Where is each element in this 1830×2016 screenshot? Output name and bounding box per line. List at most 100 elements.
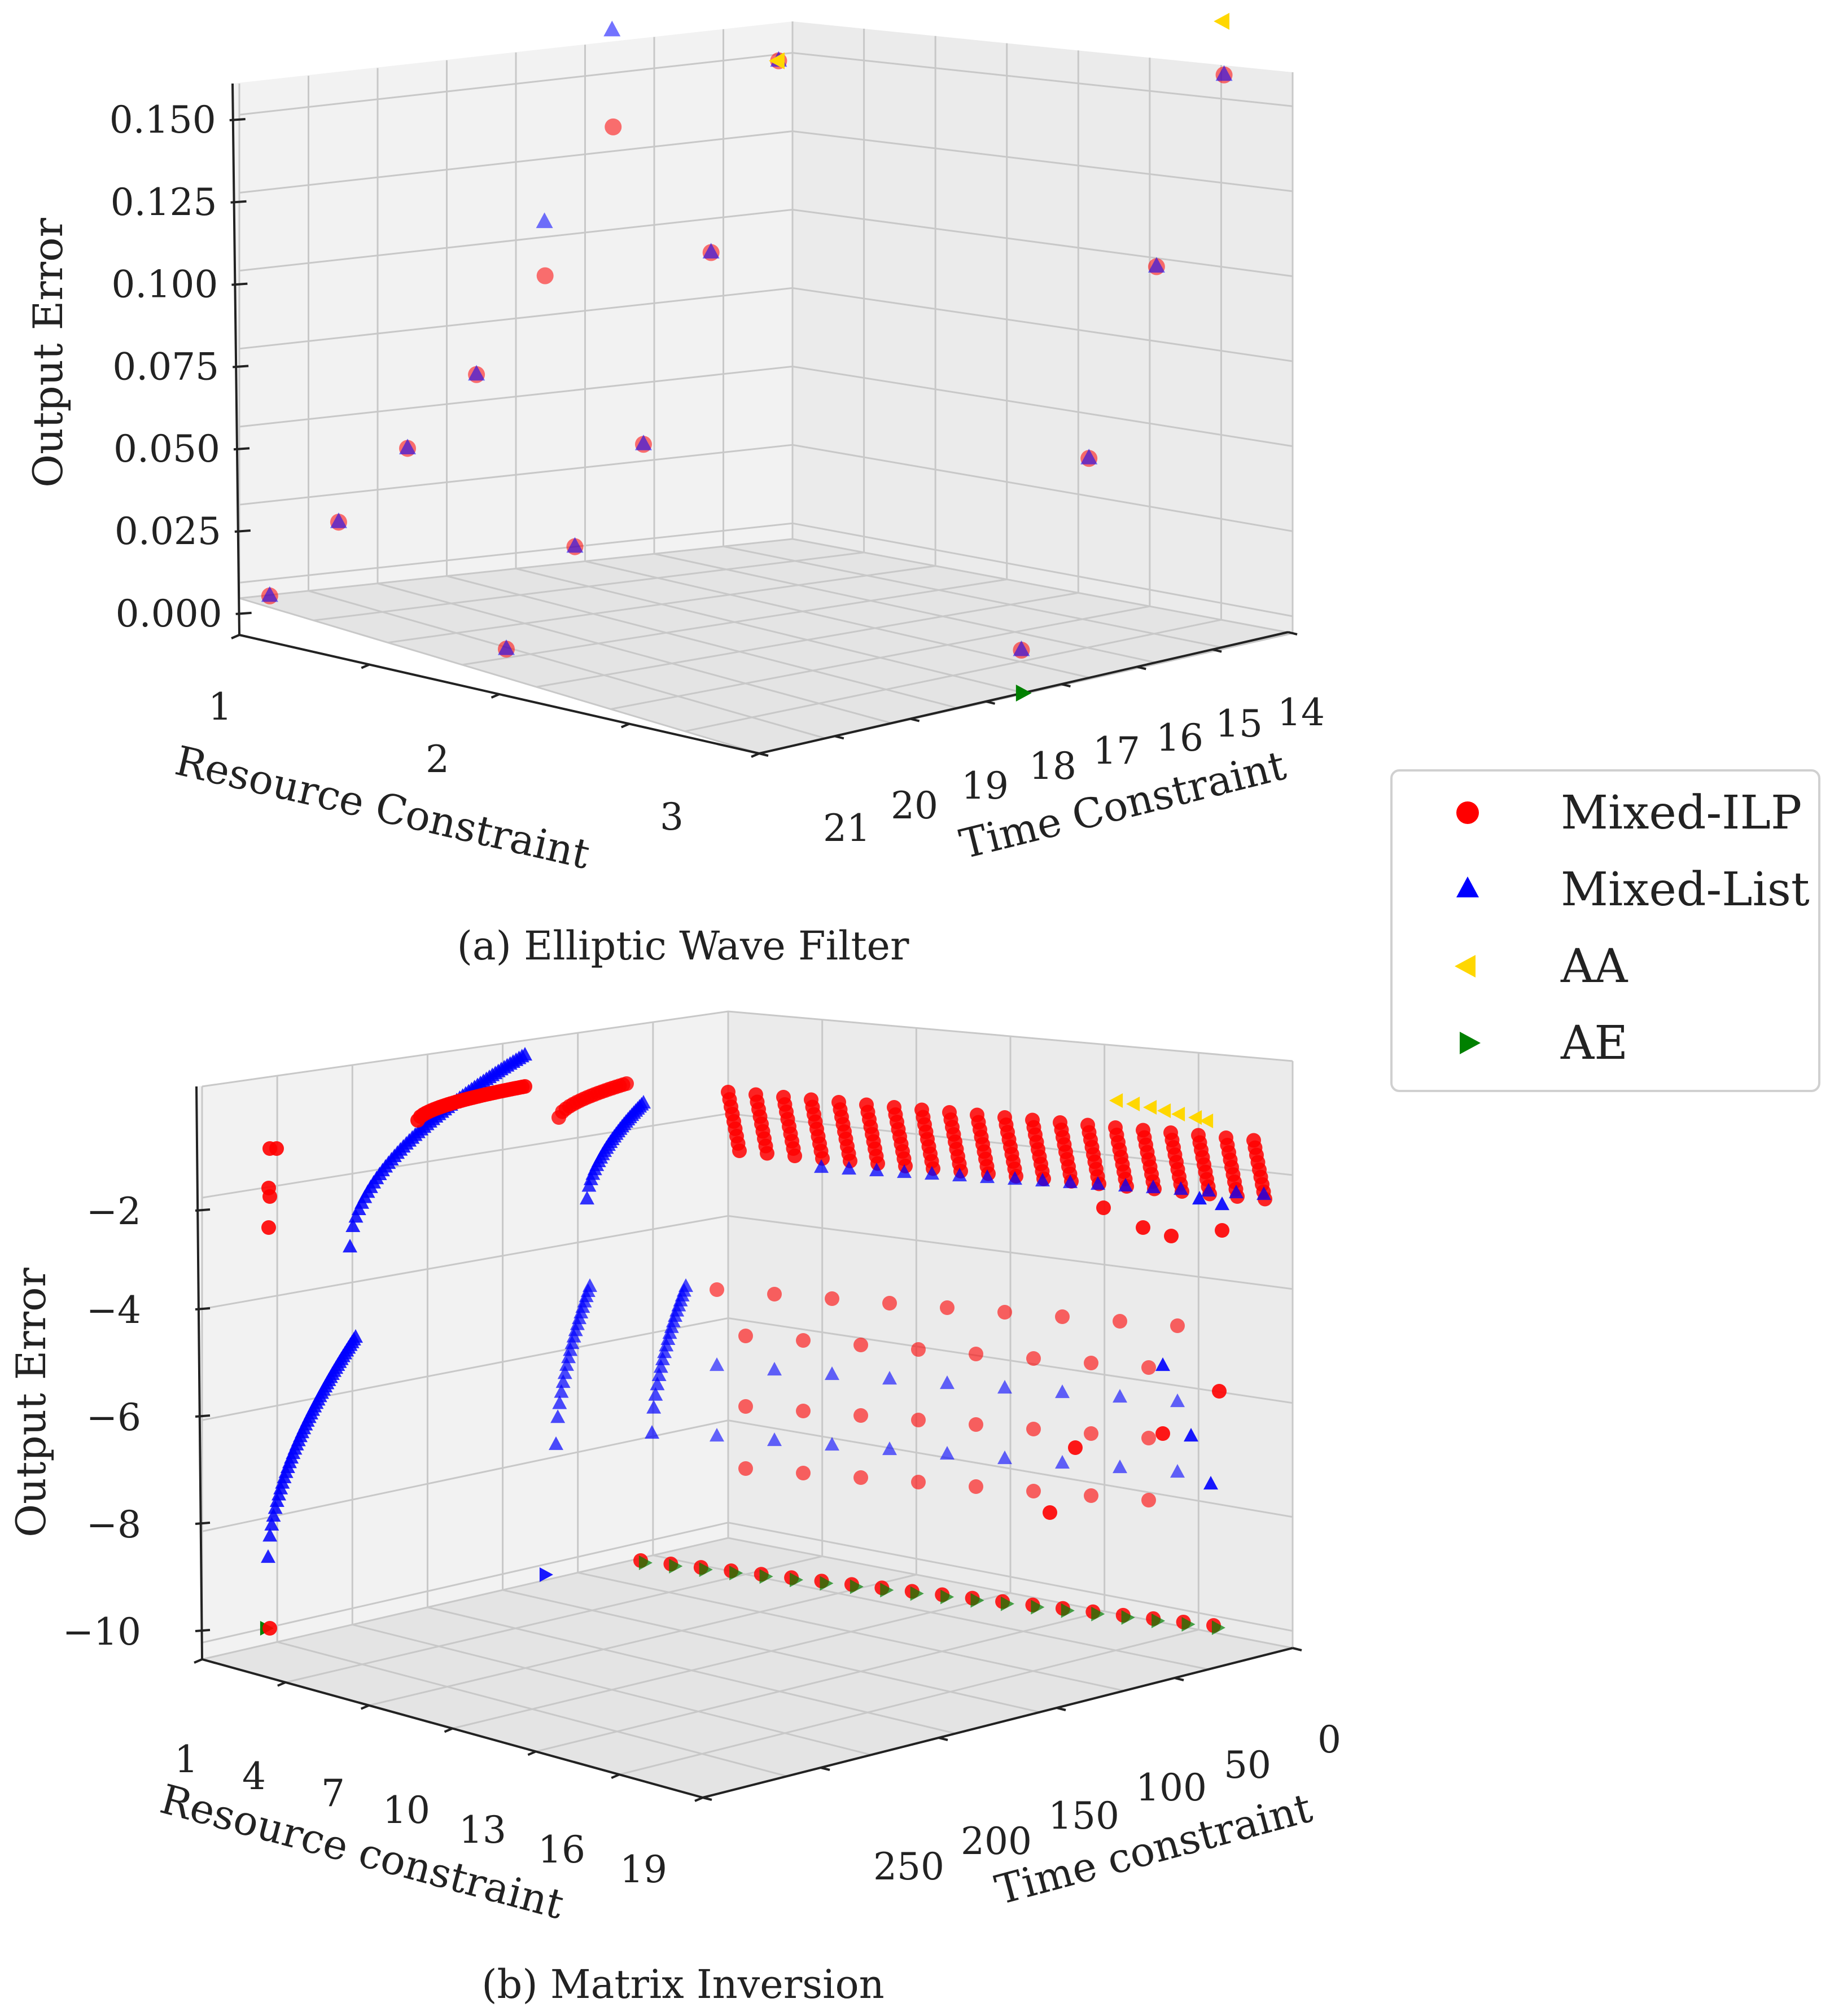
panel-a-x-tickmark-2 (491, 693, 500, 699)
panel-b-mixed-list-point-430 (646, 1400, 662, 1414)
panel-a-mixed-list-point-3 (468, 365, 485, 381)
panel-b-mixed-list-point-182 (869, 1163, 884, 1177)
panel-b-mixed-ilp-point-53 (870, 1156, 885, 1171)
panel-a-y-tick-6: 15 (1215, 702, 1263, 746)
panel-a-mixed-list-point-12 (1013, 640, 1030, 656)
panel-b-ae-point-514 (638, 1555, 653, 1570)
panel-a-caption: (a) Elliptic Wave Filter (457, 923, 909, 969)
panel-a-y-tickmark-5 (1136, 665, 1146, 670)
panel-a-z-tick-4: 0.100 (111, 263, 218, 306)
panel-b-mixed-ilp-point-44 (843, 1154, 857, 1168)
panel-b-ae-point-550 (1181, 1616, 1196, 1632)
panel-b-x-axis-label: Resource constraint (155, 1775, 568, 1928)
panel-a-grid-floor-a-4 (515, 568, 1026, 694)
panel-b-ae-point-518 (699, 1562, 713, 1577)
legend: Mixed-ILP Mixed-List AA AE (1390, 769, 1820, 1092)
panel-b-aa-point-203 (1199, 1114, 1214, 1128)
panel-b-mixed-ilp-point-493 (796, 1466, 811, 1480)
panel-b-matrix-inversion: −2 −4 −6 −8 −10 1 4 7 10 13 16 19 250 200 150 100 50 0 Ou… (7, 1010, 1341, 2008)
panel-b-mixed-list-point-388 (636, 1095, 651, 1109)
panel-a-y-tick-1: 20 (891, 784, 938, 827)
panel-b-mixed-list-point-435 (655, 1351, 670, 1365)
panel-a-z-tickmark-3 (233, 365, 249, 369)
legend-frame (1390, 769, 1820, 1092)
panel-b-x-tick-2: 7 (321, 1772, 345, 1815)
panel-b-mixed-list-point-264 (261, 1549, 275, 1563)
panel-b-mixed-list-point-183 (897, 1164, 912, 1178)
panel-a-y-tick-3: 18 (1029, 744, 1076, 788)
panel-a-grid-floor-a-1 (308, 590, 826, 739)
panel-b-mixed-list-point-410 (550, 1409, 566, 1423)
panel-b-mixed-ilp-point-355 (269, 1141, 284, 1156)
panel-b-aa-point-197 (1109, 1093, 1123, 1108)
panel-a-x-tick-2: 3 (660, 795, 684, 839)
panel-b-mixed-ilp-point-451 (825, 1291, 839, 1306)
panel-a-y-tickmark-2 (910, 717, 920, 722)
panel-b-mixed-ilp-point-353 (518, 1079, 532, 1094)
panel-b-mixed-list-point-509 (1203, 1476, 1218, 1490)
panel-b-mixed-ilp-point-512 (1068, 1440, 1083, 1455)
panel-b-grid-floor-b-2 (369, 1574, 917, 1707)
panel-b-mixed-list-point-412 (554, 1384, 569, 1398)
panel-a-z-tick-6: 0.150 (110, 98, 216, 142)
panel-b-aa-point-201 (1171, 1107, 1185, 1121)
panel-b-mixed-ilp-point-453 (940, 1300, 955, 1315)
panel-b-mixed-list-point-428 (583, 1278, 597, 1292)
panel-b-mixed-list-point-471 (997, 1380, 1012, 1394)
panel-b-mixed-list-point-194 (1201, 1183, 1216, 1197)
panel-b-mixed-ilp-point-17 (760, 1146, 774, 1161)
panel-a-mixed-list-point-10 (702, 243, 720, 259)
panel-a-aa-point-1 (1214, 12, 1229, 30)
panel-b-grid-floor-b-5 (619, 1629, 1199, 1776)
panel-a-grid-floor-b-3 (462, 578, 1007, 666)
panel-b-mixed-list-point-504 (1192, 1191, 1207, 1205)
panel-a-mixed-list-point-4 (536, 212, 553, 229)
panel-b-mixed-list-point-487 (940, 1446, 955, 1460)
panel-a-x-axis-label: Resource Constraint (171, 737, 594, 878)
panel-b-mixed-ilp-point-499 (1141, 1493, 1156, 1507)
panel-b-mixed-list-point-466 (710, 1357, 724, 1371)
panel-b-ae-point-546 (1121, 1610, 1135, 1625)
panel-b-mixed-list-point-484 (767, 1432, 782, 1447)
panel-b-x-tick-3: 10 (383, 1789, 430, 1832)
panel-a-back-pane (233, 21, 793, 598)
panel-b-mixed-ilp-point-357 (262, 1189, 277, 1204)
panel-b-mixed-ilp-point-408 (619, 1076, 634, 1091)
panel-b-y-tickmark-1 (820, 1767, 830, 1771)
legend-items: Mixed-ILP Mixed-List AA AE (1455, 786, 1810, 1070)
panel-b-z-axis-label: Output Error (7, 1268, 55, 1537)
panel-b-caption: (b) Matrix Inversion (481, 1961, 885, 2008)
panel-b-mixed-list-point-470 (940, 1375, 955, 1390)
panel-a-y-tickmark-1 (834, 735, 844, 740)
panel-b-mixed-list-point-409 (549, 1436, 563, 1450)
panel-a-z-tickmark-4 (231, 282, 248, 286)
panel-b-ae-point-528 (850, 1579, 864, 1594)
panel-b-x-tick-4: 13 (459, 1808, 506, 1852)
panel-a-mixed-ilp-point-5 (605, 118, 622, 135)
panel-b-mixed-ilp-point-476 (796, 1404, 811, 1418)
panel-b-mixed-list-point-467 (767, 1362, 782, 1376)
panel-b-z-tickmark-0 (195, 1208, 211, 1212)
panel-a-grid-floor-a-6 (654, 553, 1160, 664)
panel-b-mixed-list-point-472 (1055, 1384, 1070, 1399)
panel-b-grid-floor-b-4 (535, 1610, 1105, 1752)
legend-label-mixed-ilp: Mixed-ILP (1561, 786, 1802, 840)
panel-b-z-tick-3: −8 (86, 1503, 141, 1546)
panel-b-x-tick-5: 16 (538, 1828, 585, 1872)
panel-b-mixed-list-point-181 (842, 1161, 856, 1175)
legend-label-aa: AA (1560, 940, 1628, 993)
panel-b-grid-floor-b-3 (452, 1592, 1011, 1729)
panel-b-z-tick-2: −6 (86, 1396, 141, 1439)
panel-a-y-tick-2: 19 (961, 764, 1009, 808)
panel-b-mixed-list-point-485 (825, 1437, 839, 1451)
panel-b-ae-point-540 (1031, 1599, 1045, 1615)
panel-b-y-axis (702, 1647, 1293, 1799)
panel-b-mixed-list-point-313 (348, 1329, 363, 1343)
panel-b-x-tickmark-0 (194, 1658, 203, 1664)
panel-b-mixed-ilp-point-477 (853, 1408, 868, 1423)
panel-b-mixed-ilp-point-503 (1215, 1223, 1229, 1238)
panel-b-ae-point-534 (940, 1589, 955, 1605)
panel-a-grid-floor-a-7 (723, 545, 1227, 650)
legend-marker-ae (1460, 1032, 1481, 1054)
